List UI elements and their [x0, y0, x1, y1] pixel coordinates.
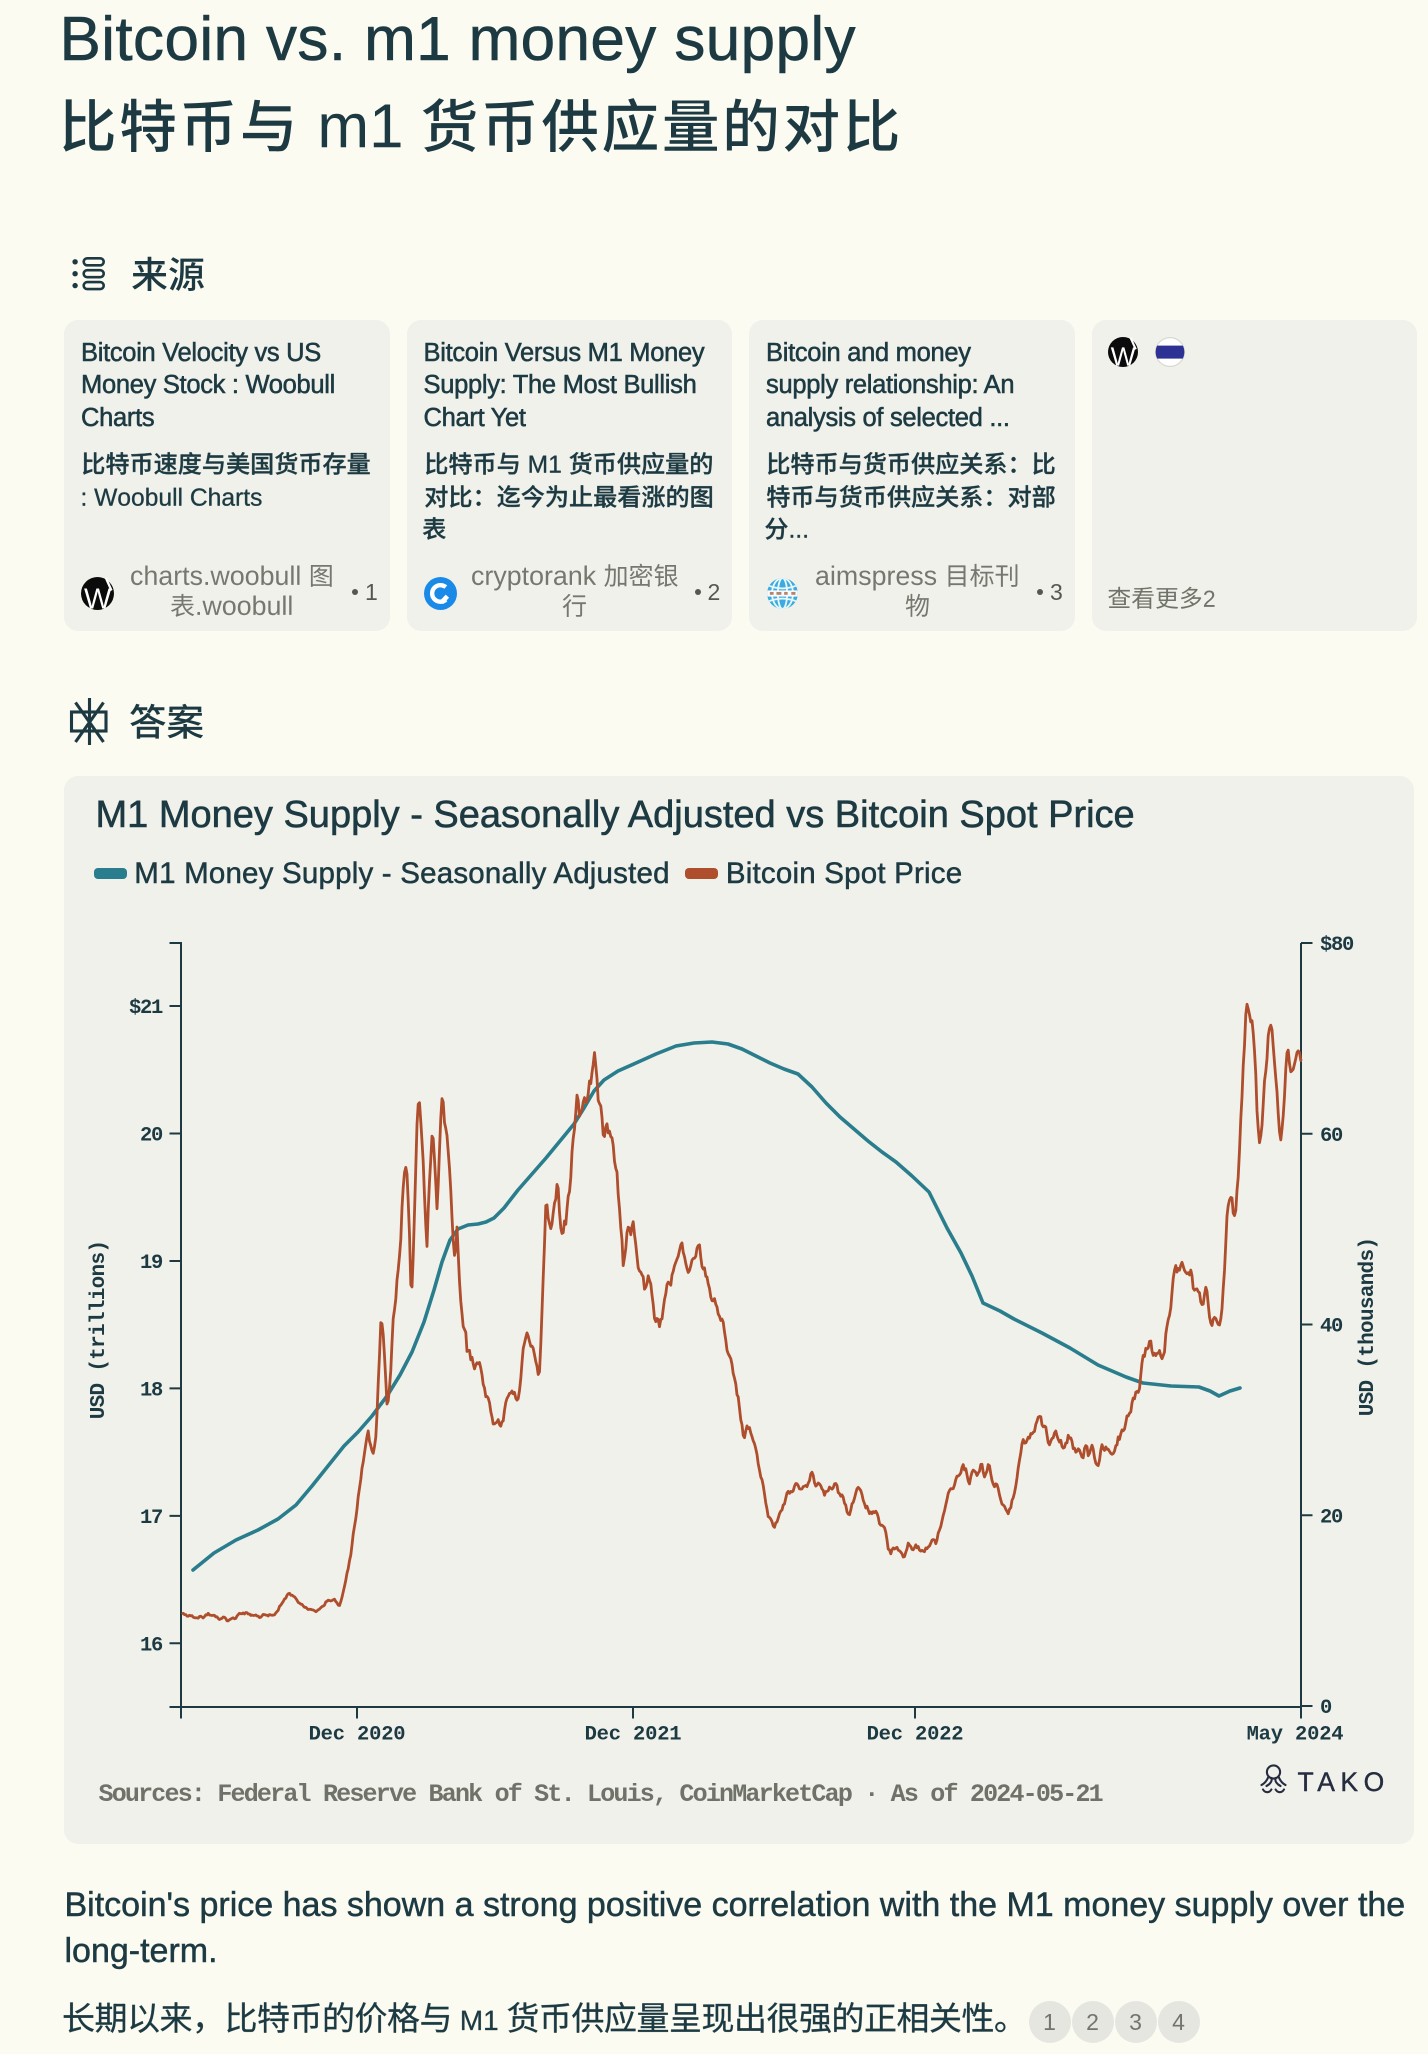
svg-text:USD (trillions): USD (trillions): [88, 1241, 111, 1420]
svg-text:Dec 2020: Dec 2020: [309, 1724, 406, 1747]
svg-text:60: 60: [1320, 1125, 1343, 1148]
svg-text:17: 17: [140, 1507, 162, 1530]
svg-text:19: 19: [140, 1252, 163, 1275]
svg-text:Dec 2022: Dec 2022: [867, 1724, 964, 1747]
svg-text:40: 40: [1320, 1316, 1343, 1339]
svg-text:$80: $80: [1320, 934, 1354, 957]
svg-text:May 2024: May 2024: [1247, 1724, 1344, 1747]
svg-text:Dec 2021: Dec 2021: [585, 1724, 682, 1747]
svg-text:0: 0: [1320, 1697, 1332, 1720]
svg-text:16: 16: [140, 1634, 163, 1657]
svg-text:$21: $21: [129, 997, 163, 1020]
svg-text:USD (thousands): USD (thousands): [1357, 1238, 1380, 1417]
svg-text:18: 18: [140, 1379, 163, 1402]
svg-text:20: 20: [1320, 1506, 1343, 1529]
svg-text:20: 20: [140, 1125, 163, 1148]
